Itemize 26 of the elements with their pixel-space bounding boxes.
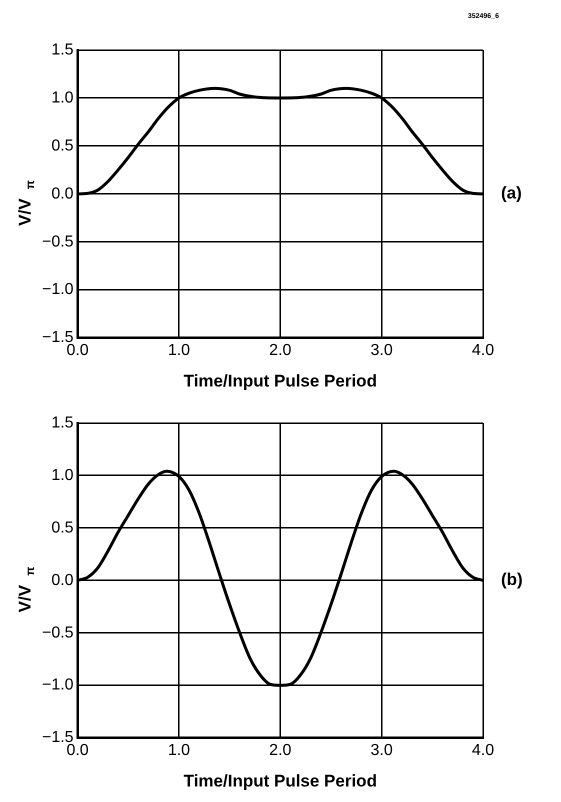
y-tick-label: −1.0: [42, 676, 74, 694]
x-tick-label: 4.0: [472, 342, 494, 359]
x-tick-label: 1.0: [168, 742, 190, 759]
y-axis-title: V/Vπ: [15, 566, 37, 612]
y-tick-label: −0.5: [42, 624, 74, 642]
x-tick-label: 4.0: [472, 742, 494, 759]
y-tick-label: 0.0: [51, 185, 74, 202]
y-axis-title: V/Vπ: [15, 180, 37, 226]
x-tick-label: 2.0: [269, 742, 292, 759]
x-tick-label: 3.0: [370, 342, 393, 359]
y-tick-label: 0.5: [51, 519, 74, 536]
x-tick-label: 3.0: [370, 742, 393, 759]
y-tick-label: 0.0: [51, 572, 74, 589]
text: (a): [501, 184, 522, 203]
y-tick-label: −0.5: [42, 233, 74, 250]
text: (b): [501, 570, 523, 590]
y-tick-label: 1.0: [51, 466, 74, 484]
y-tick-label: −1.0: [42, 281, 74, 298]
x-axis-title: Time/Input Pulse Period: [184, 371, 377, 390]
x-tick-label: 1.0: [168, 342, 190, 359]
y-tick-label: 0.5: [51, 137, 74, 154]
y-tick-label: 1.0: [51, 89, 74, 106]
y-tick-label: 1.5: [51, 41, 74, 58]
x-tick-label: 2.0: [269, 342, 292, 359]
y-tick-label: 1.5: [51, 414, 74, 432]
x-axis-title: Time/Input Pulse Period: [184, 771, 377, 790]
